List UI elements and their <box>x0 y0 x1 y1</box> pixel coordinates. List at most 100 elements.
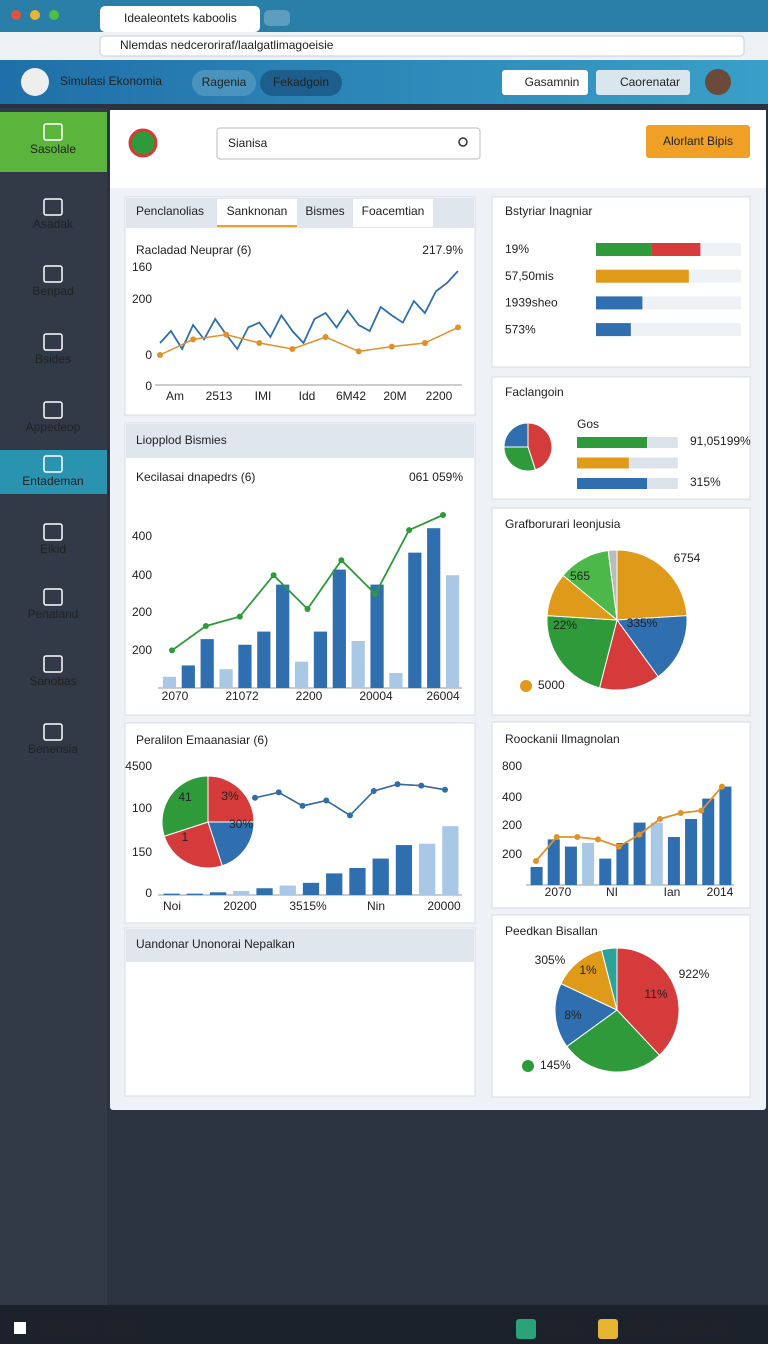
pie-slice <box>566 1009 661 1073</box>
nav-label[interactable]: Penaland <box>28 607 79 621</box>
nav-label[interactable]: Sasolale <box>30 142 76 156</box>
nav-text: Fekadgoin <box>273 75 329 89</box>
x-tick-label: 3515% <box>289 899 327 913</box>
nav-item[interactable] <box>260 70 342 96</box>
tab[interactable] <box>130 199 210 227</box>
nav-icon[interactable] <box>43 198 63 216</box>
line-point <box>252 794 258 801</box>
bar <box>577 457 629 469</box>
line-point <box>372 591 379 597</box>
slice-label: 8% <box>564 1008 582 1022</box>
bar <box>408 552 422 688</box>
nav-icon[interactable] <box>43 455 63 473</box>
line-point <box>574 834 581 840</box>
card-subtitle: Gos <box>577 417 599 431</box>
bar <box>233 890 250 895</box>
start-button[interactable] <box>14 1322 26 1334</box>
x-tick-label: 6M42 <box>336 389 366 403</box>
slice-label: 1% <box>579 963 597 977</box>
nav-label[interactable]: Sanobas <box>29 674 76 688</box>
tab[interactable] <box>300 199 350 227</box>
nav-label[interactable]: Asadak <box>33 217 74 231</box>
card-title: Peedkan Bisallan <box>505 924 598 938</box>
tab[interactable] <box>353 199 433 227</box>
tab-text[interactable]: Foacemtian <box>362 204 425 218</box>
legend-dot <box>520 680 532 692</box>
nav-icon[interactable] <box>43 723 63 741</box>
card-title: Roockanii Ilmagnolan <box>505 732 620 746</box>
line-point <box>370 788 377 794</box>
line-point <box>236 613 243 620</box>
header-button[interactable] <box>596 70 690 95</box>
nav-item[interactable] <box>192 70 256 96</box>
bar <box>651 243 701 256</box>
tab-text[interactable]: Sanknonan <box>227 204 288 218</box>
line-point <box>157 352 163 358</box>
nav-label[interactable]: Eikid <box>40 542 66 556</box>
pie-slice <box>503 446 537 472</box>
app-logo <box>21 68 49 96</box>
bar <box>332 569 346 688</box>
avatar[interactable] <box>705 69 731 95</box>
nav-label[interactable]: Benensia <box>28 742 78 756</box>
bar <box>372 858 389 895</box>
pie-slice <box>163 821 223 869</box>
series-line <box>159 326 459 356</box>
x-tick-label: 2070 <box>162 689 189 703</box>
nav-label[interactable]: Appedeop <box>26 420 81 434</box>
line-point <box>355 348 362 355</box>
bar <box>582 843 595 885</box>
nav-label[interactable]: Bsides <box>35 352 71 366</box>
chart-badge: 061 059% <box>409 470 463 484</box>
nav-icon[interactable] <box>43 123 63 141</box>
bar <box>530 867 543 885</box>
line-point <box>719 783 725 790</box>
line-point <box>595 836 601 843</box>
x-tick-label: IMI <box>255 389 272 403</box>
line-point <box>636 831 643 838</box>
header-button[interactable] <box>502 70 588 95</box>
search-icon <box>458 137 468 147</box>
nav-icon[interactable] <box>43 588 63 606</box>
y-tick-label: 4500 <box>125 759 152 773</box>
bar <box>685 819 698 885</box>
line-point <box>304 606 311 612</box>
browser-tab[interactable] <box>100 6 260 32</box>
window-max[interactable] <box>49 10 59 20</box>
row-label: 91,05199% <box>690 434 751 448</box>
y-tick-label: 0 <box>145 886 152 900</box>
chart-title: Peralilon Emaanasiar (6) <box>136 733 268 747</box>
bar <box>442 826 459 895</box>
app-icon[interactable] <box>598 1319 618 1339</box>
nav-label[interactable]: Entademan <box>22 474 83 488</box>
bar <box>445 575 460 688</box>
tab-text[interactable]: Bismes <box>305 204 344 218</box>
nav-label[interactable]: Benpad <box>32 284 73 298</box>
search-box[interactable] <box>216 127 481 160</box>
app-label: Llarpay <box>544 1321 583 1335</box>
x-tick-label: Idd <box>299 389 316 403</box>
bar <box>186 893 203 895</box>
y-tick-label: 200 <box>502 818 522 832</box>
tab-text[interactable]: Penclanolias <box>136 204 204 218</box>
y-tick-label: 800 <box>502 759 522 773</box>
y-tick-label: 200 <box>132 643 152 657</box>
brand-logo <box>128 128 158 158</box>
new-tab[interactable] <box>264 10 290 26</box>
url-field[interactable] <box>99 35 745 57</box>
nav-icon[interactable] <box>43 265 63 283</box>
tab[interactable] <box>217 199 297 227</box>
nav-icon[interactable] <box>43 655 63 673</box>
x-tick-label: 2014 <box>707 885 734 899</box>
window-close[interactable] <box>11 10 21 20</box>
app-icon[interactable] <box>516 1319 536 1339</box>
bar <box>349 868 366 895</box>
action-button[interactable] <box>646 125 750 158</box>
nav-icon[interactable] <box>43 333 63 351</box>
nav-icon[interactable] <box>43 401 63 419</box>
window-min[interactable] <box>30 10 40 20</box>
line-point <box>169 647 175 654</box>
nav-icon[interactable] <box>43 523 63 541</box>
x-tick-label: 2200 <box>296 689 323 703</box>
